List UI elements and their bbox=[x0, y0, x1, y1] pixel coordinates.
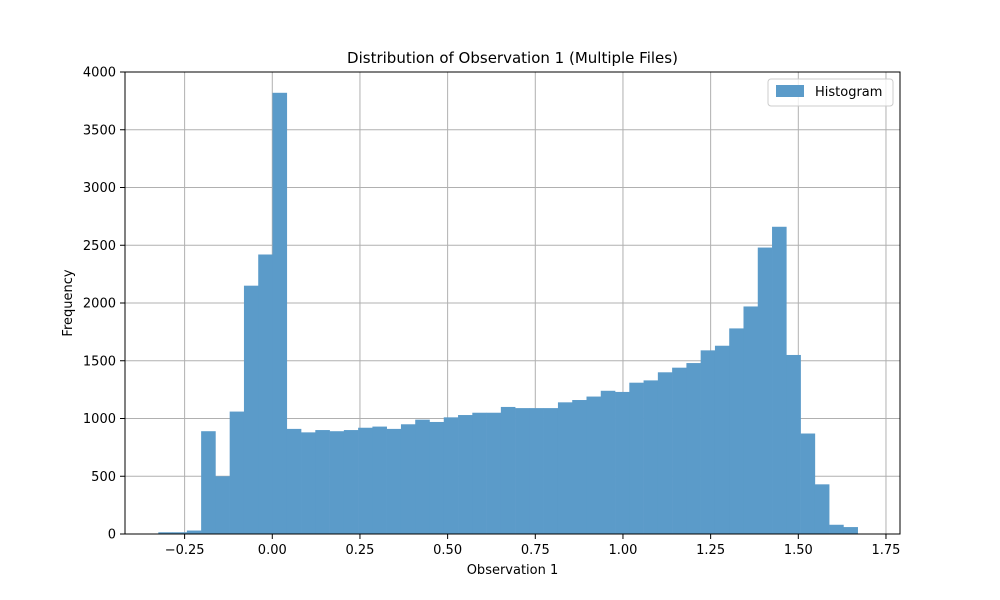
histogram-bar bbox=[458, 415, 473, 534]
histogram-bar bbox=[757, 247, 773, 534]
x-tick-label: 0.50 bbox=[433, 543, 462, 558]
histogram-bar bbox=[215, 476, 230, 534]
histogram-bar bbox=[315, 430, 330, 534]
histogram-bar bbox=[286, 428, 302, 534]
histogram-bar bbox=[372, 426, 387, 534]
x-tick-label: 1.25 bbox=[696, 543, 725, 558]
histogram-bar bbox=[529, 408, 544, 534]
histogram-bar bbox=[700, 350, 716, 534]
histogram-bar bbox=[557, 402, 573, 534]
x-axis-label: Observation 1 bbox=[467, 563, 559, 578]
histogram-bar bbox=[629, 382, 644, 534]
histogram-bar bbox=[657, 372, 673, 534]
histogram-bar bbox=[486, 412, 502, 534]
histogram-bar bbox=[600, 390, 616, 534]
histogram-bar bbox=[443, 417, 459, 534]
y-tick-label: 4000 bbox=[83, 66, 116, 81]
histogram-bar bbox=[229, 411, 245, 534]
y-tick-label: 1000 bbox=[83, 412, 116, 427]
histogram-bar bbox=[572, 400, 587, 534]
histogram-bar bbox=[814, 484, 830, 534]
histogram-bar bbox=[543, 408, 559, 534]
y-tick-label: 2500 bbox=[83, 239, 116, 254]
y-tick-label: 1500 bbox=[83, 354, 116, 369]
legend-swatch bbox=[776, 85, 804, 97]
histogram-bar bbox=[243, 285, 259, 534]
legend: Histogram bbox=[767, 78, 894, 107]
x-tick-label: 1.00 bbox=[608, 543, 637, 558]
histogram-bar bbox=[772, 226, 787, 534]
histogram-bar bbox=[272, 92, 288, 534]
x-tick-label: −0.25 bbox=[165, 543, 205, 558]
histogram-bar bbox=[343, 430, 359, 534]
histogram-bar bbox=[729, 328, 744, 534]
histogram-bar bbox=[786, 354, 801, 534]
histogram-bar bbox=[829, 524, 844, 534]
histogram-bar bbox=[743, 306, 759, 534]
histogram-bar bbox=[258, 254, 273, 535]
chart-title: Distribution of Observation 1 (Multiple … bbox=[347, 49, 678, 67]
histogram-bar bbox=[472, 412, 487, 534]
x-tick-label: 0.25 bbox=[345, 543, 374, 558]
histogram-bar bbox=[843, 527, 858, 534]
x-tick-label: 0.75 bbox=[521, 543, 550, 558]
y-tick-label: 3000 bbox=[83, 181, 116, 196]
histogram-bar bbox=[800, 433, 816, 534]
histogram-bar bbox=[686, 363, 701, 534]
legend-label: Histogram bbox=[815, 85, 882, 100]
histogram-bar bbox=[358, 427, 373, 534]
histogram-bar bbox=[301, 432, 316, 534]
x-tick-label: 1.50 bbox=[784, 543, 813, 558]
histogram-bar bbox=[615, 391, 630, 534]
y-axis-label: Frequency bbox=[61, 269, 76, 336]
histogram-bar bbox=[429, 421, 445, 534]
histogram-bar bbox=[500, 406, 516, 534]
y-tick-label: 500 bbox=[91, 470, 116, 485]
histogram-bar bbox=[643, 380, 659, 534]
histogram-bar bbox=[201, 431, 216, 534]
histogram-bar bbox=[714, 345, 730, 534]
histogram-bar bbox=[172, 532, 188, 534]
x-axis: −0.25 0.00 0.25 0.50 0.75 1.00 1.25 1.50 1.75 bbox=[165, 534, 900, 558]
y-axis: 0 500 1000 1500 2000 2500 3000 3500 4000 bbox=[83, 66, 125, 543]
x-tick-label: 0.00 bbox=[258, 543, 287, 558]
histogram-bar bbox=[386, 428, 402, 534]
histogram-bar bbox=[329, 431, 345, 534]
histogram-bar bbox=[400, 424, 416, 534]
histogram-bar bbox=[415, 419, 430, 534]
histogram-bar bbox=[672, 367, 687, 534]
histogram-bar bbox=[158, 532, 173, 534]
histogram-bars bbox=[158, 92, 858, 535]
histogram-bar bbox=[515, 408, 530, 534]
histogram-bar bbox=[586, 396, 602, 534]
histogram-bar bbox=[186, 530, 202, 534]
y-tick-label: 3500 bbox=[83, 123, 116, 138]
y-tick-label: 2000 bbox=[83, 297, 116, 312]
y-tick-label: 0 bbox=[108, 528, 116, 543]
x-tick-label: 1.75 bbox=[871, 543, 900, 558]
